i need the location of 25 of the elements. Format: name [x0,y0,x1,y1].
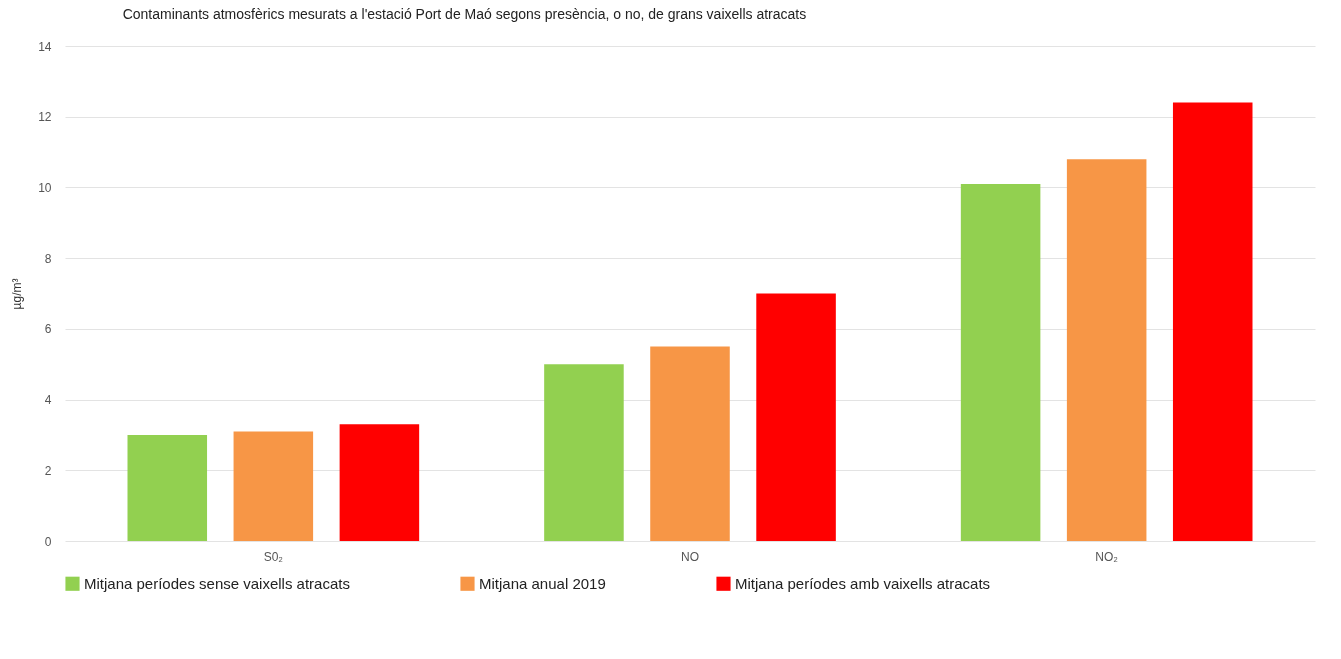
bar [127,434,208,541]
bar [650,346,730,541]
x-tick-label: NO₂ [1095,549,1119,564]
chart-title: Contaminants atmosfèrics mesurats a l'estació Port de Maó segons presència, o no, de grans vaixells atracats [122,6,807,22]
y-tick-label: 4 [44,393,52,408]
y-tick-label: 12 [38,110,52,125]
bar [233,431,314,541]
y-tick-label: 6 [44,322,52,337]
y-tick-label: 14 [38,39,52,54]
bar [1172,102,1253,541]
y-tick-label: 8 [44,251,52,266]
legend-label: Mitjana períodes amb vaixells atracats [735,574,991,592]
x-tick-label: S0₂ [263,549,284,564]
y-tick-label: 2 [44,463,52,478]
bar [756,293,836,541]
y-tick-label: 0 [44,534,52,549]
x-tick-label: NO [681,549,699,564]
bar [960,183,1041,541]
legend-label: Mitjana anual 2019 [479,574,606,592]
bar [339,424,420,541]
bar [1066,159,1147,541]
y-tick-label: 10 [38,180,52,195]
y-axis-title: µg/m³ [10,278,25,310]
legend-label: Mitjana períodes sense vaixells atracats [84,574,350,592]
bar [544,364,624,541]
